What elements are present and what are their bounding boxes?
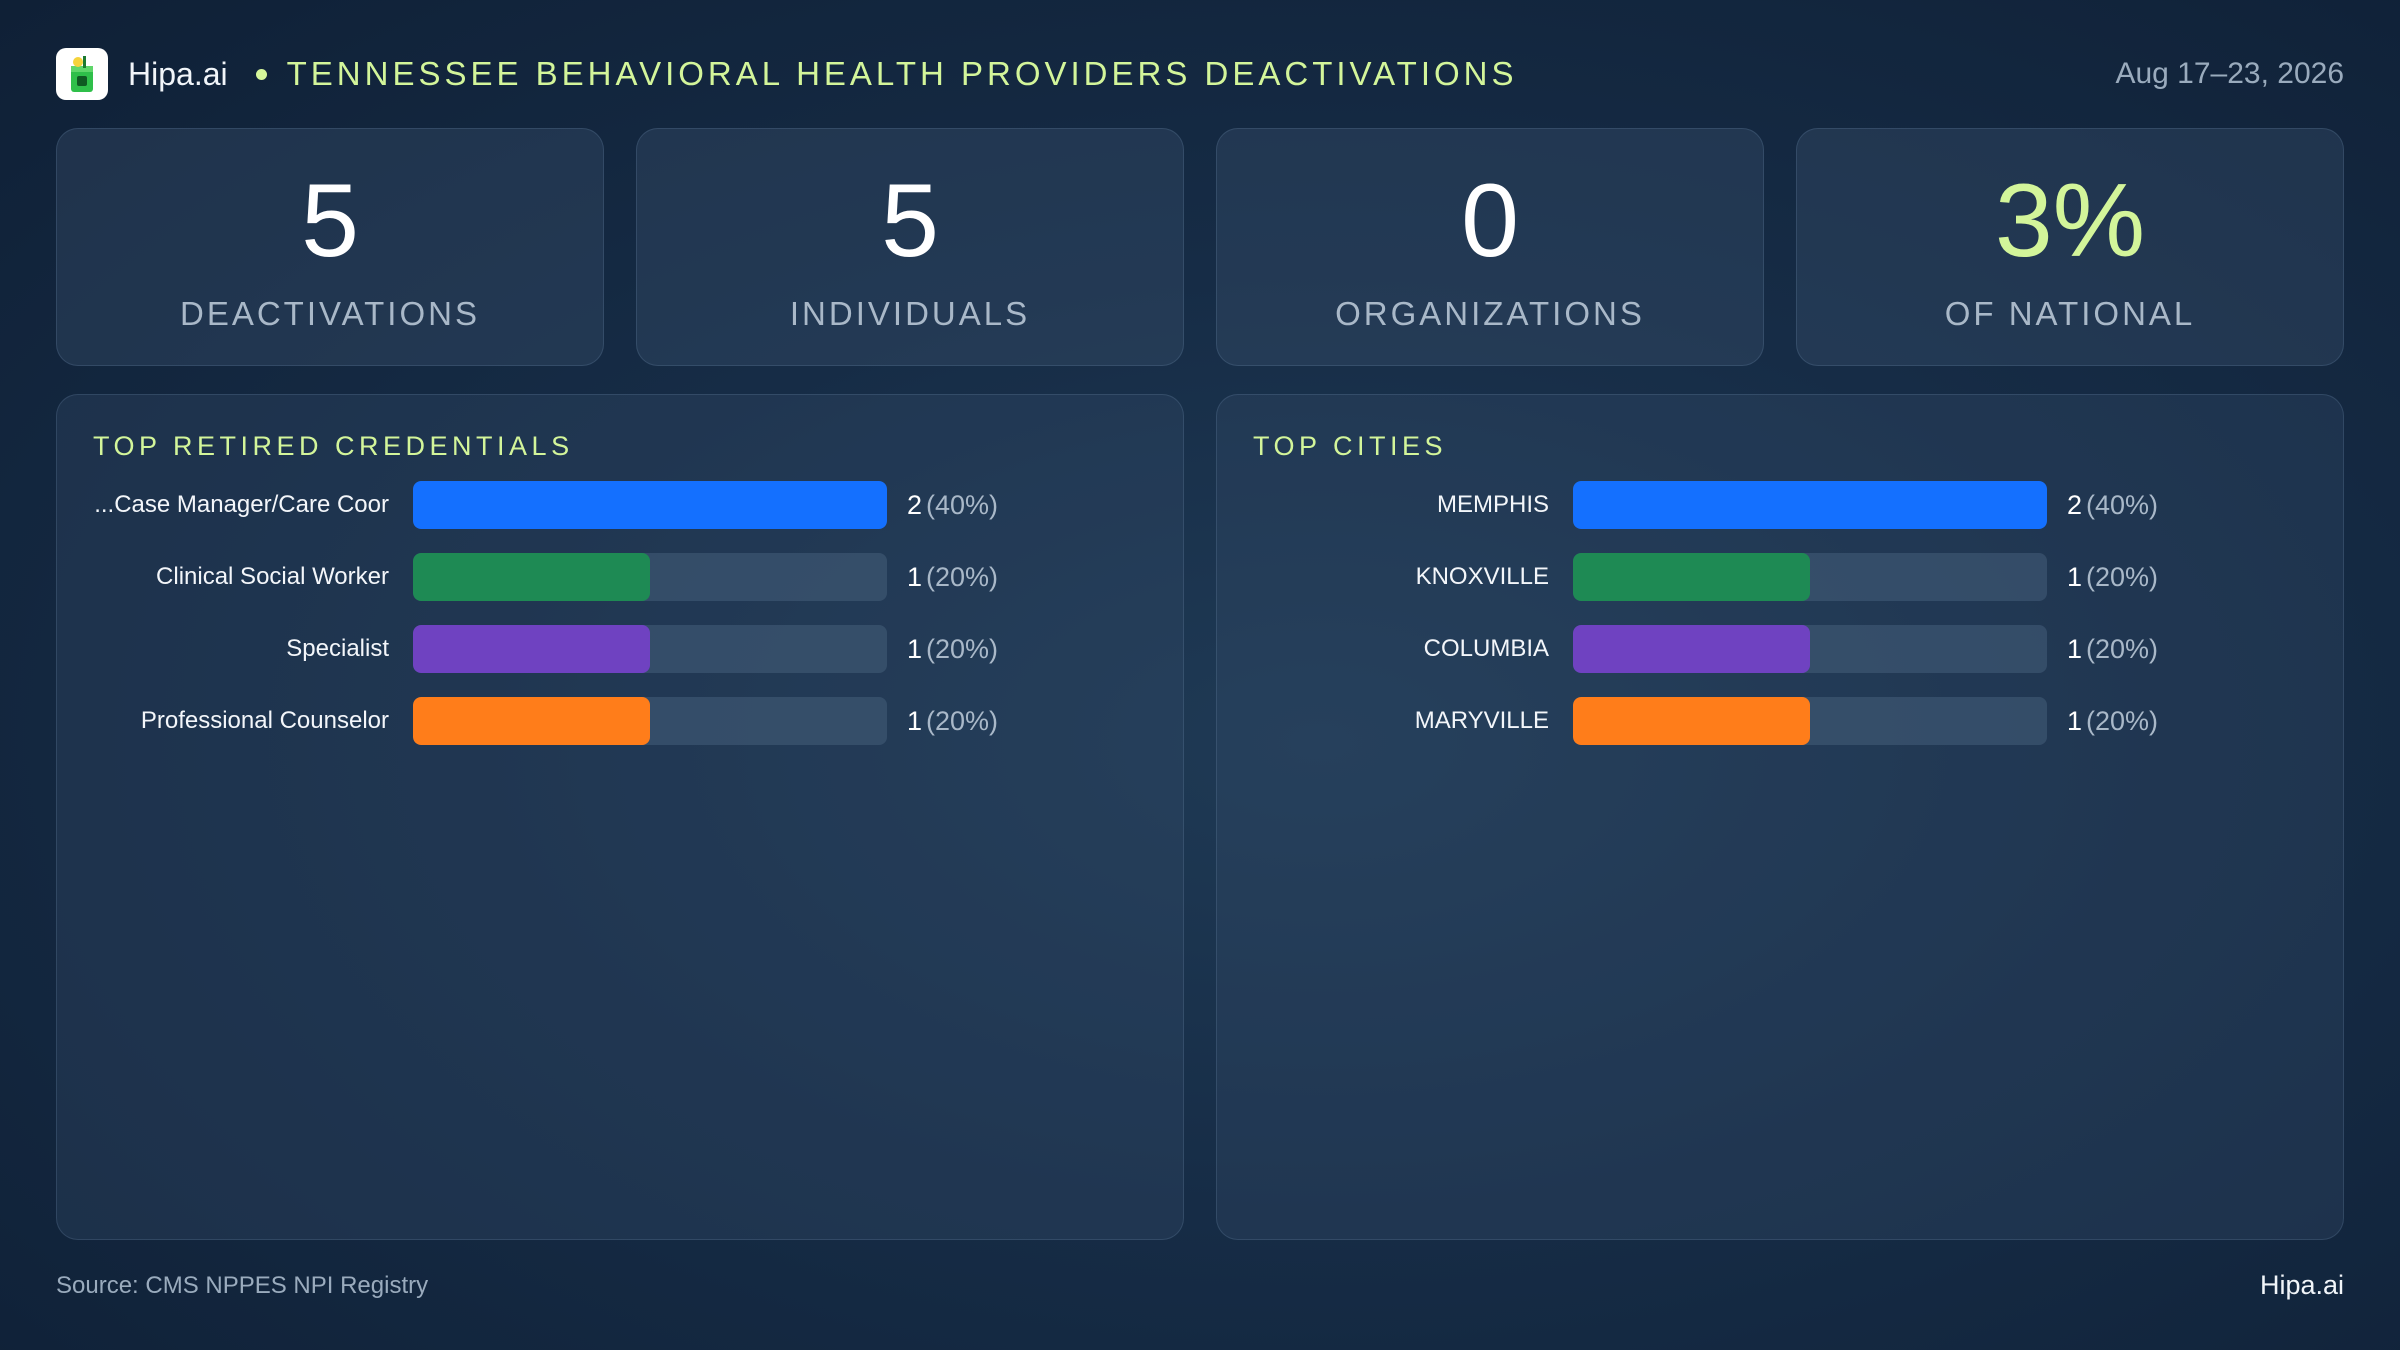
bar-percent: (20%): [926, 634, 999, 664]
bar-track: [413, 481, 887, 529]
bar-label: Specialist: [286, 635, 389, 662]
bar-value: 1 (20%): [2067, 625, 2158, 673]
kpi-card-individuals: 5 INDIVIDUALS: [636, 128, 1184, 366]
bar-value: 1 (20%): [2067, 697, 2158, 745]
kpi-label: INDIVIDUALS: [789, 295, 1031, 332]
kpi-label: OF NATIONAL: [1944, 295, 2196, 332]
date-range: Aug 17–23, 2026: [2115, 57, 2344, 90]
bar-fill: [1573, 481, 2047, 529]
footer-brand: Hipa.ai: [2259, 1270, 2344, 1300]
bar-fill: [413, 625, 650, 673]
bar-label: Case Manager/Care Coor...: [94, 491, 389, 518]
bar-value: 1 (20%): [907, 625, 998, 673]
bar-fill: [413, 553, 650, 601]
credentials-bar-list: Case Manager/Care Coor... 2 (40%) Clinical …: [57, 481, 1183, 769]
credentials-panel: TOP RETIRED CREDENTIALS Case Manager/Car…: [56, 394, 1184, 1240]
bar-track: [413, 625, 887, 673]
bar-row: MEMPHIS 2 (40%): [1217, 481, 2343, 529]
header: Hipa.ai TENNESSEE BEHAVIORAL HEALTH PROV…: [56, 48, 2344, 100]
kpi-value: 5: [301, 163, 359, 279]
panel-title: TOP RETIRED CREDENTIALS: [93, 431, 574, 461]
bar-percent: (20%): [926, 562, 999, 592]
bar-fill: [413, 697, 650, 745]
kpi-card-national-share: 3% OF NATIONAL: [1796, 128, 2344, 366]
bar-row: KNOXVILLE 1 (20%): [1217, 553, 2343, 601]
bar-row: COLUMBIA 1 (20%): [1217, 625, 2343, 673]
bar-track: [413, 553, 887, 601]
bar-count: 2: [907, 490, 923, 520]
bar-count: 1: [907, 634, 923, 664]
kpi-label: ORGANIZATIONS: [1335, 295, 1645, 332]
bar-count: 1: [2067, 634, 2083, 664]
bar-value: 1 (20%): [907, 553, 998, 601]
bar-count: 1: [2067, 562, 2083, 592]
bar-label: Professional Counselor: [140, 707, 389, 734]
bar-row: Clinical Social Worker 1 (20%): [57, 553, 1183, 601]
bar-row: MARYVILLE 1 (20%): [1217, 697, 2343, 745]
kpi-label: DEACTIVATIONS: [180, 295, 480, 332]
bar-label: MARYVILLE: [1414, 707, 1549, 734]
bar-value: 1 (20%): [907, 697, 998, 745]
bar-label: KNOXVILLE: [1415, 563, 1549, 590]
bar-track: [1573, 481, 2047, 529]
panel-title: TOP CITIES: [1253, 431, 1448, 461]
cup-icon: [71, 56, 93, 92]
bar-row: Professional Counselor 1 (20%): [57, 697, 1183, 745]
bar-fill: [1573, 697, 1810, 745]
bar-row: Case Manager/Care Coor... 2 (40%): [57, 481, 1183, 529]
bar-track: [1573, 697, 2047, 745]
bar-count: 1: [907, 562, 923, 592]
source-note: Source: CMS NPPES NPI Registry: [56, 1272, 429, 1299]
bar-count: 1: [907, 706, 923, 736]
bar-fill: [1573, 625, 1810, 673]
bar-count: 1: [2067, 706, 2083, 736]
kpi-card-organizations: 0 ORGANIZATIONS: [1216, 128, 1764, 366]
brand-name: Hipa.ai: [128, 55, 228, 92]
bar-percent: (40%): [2086, 490, 2159, 520]
kpi-row: 5 DEACTIVATIONS 5 INDIVIDUALS 0 ORGANIZA…: [56, 128, 2344, 366]
cities-bar-list: MEMPHIS 2 (40%) KNOXVILLE 1 (20%) COLUMBIA 1 (20…: [1217, 481, 2343, 769]
bar-track: [413, 697, 887, 745]
bar-value: 2 (40%): [907, 481, 998, 529]
bar-value: 1 (20%): [2067, 553, 2158, 601]
kpi-card-deactivations: 5 DEACTIVATIONS: [56, 128, 604, 366]
cities-panel: TOP CITIES MEMPHIS 2 (40%) KNOXVILLE 1 (20%) C…: [1216, 394, 2344, 1240]
bar-label: COLUMBIA: [1423, 635, 1549, 662]
bar-percent: (40%): [926, 490, 999, 520]
bar-value: 2 (40%): [2067, 481, 2158, 529]
kpi-value: 3%: [1994, 163, 2146, 279]
bar-label: Clinical Social Worker: [156, 563, 389, 590]
separator-dot: [255, 68, 267, 80]
bar-track: [1573, 553, 2047, 601]
bar-percent: (20%): [2086, 562, 2159, 592]
kpi-value: 5: [881, 163, 939, 279]
page-title: TENNESSEE BEHAVIORAL HEALTH PROVIDERS DE…: [286, 55, 1518, 92]
bar-row: Specialist 1 (20%): [57, 625, 1183, 673]
bar-track: [1573, 625, 2047, 673]
bar-count: 2: [2067, 490, 2083, 520]
bar-label: MEMPHIS: [1436, 491, 1549, 518]
bar-percent: (20%): [2086, 706, 2159, 736]
kpi-value: 0: [1461, 163, 1519, 279]
bar-percent: (20%): [926, 706, 999, 736]
bar-fill: [1573, 553, 1810, 601]
bar-percent: (20%): [2086, 634, 2159, 664]
brand-logo: [56, 48, 108, 100]
bar-fill: [413, 481, 887, 529]
